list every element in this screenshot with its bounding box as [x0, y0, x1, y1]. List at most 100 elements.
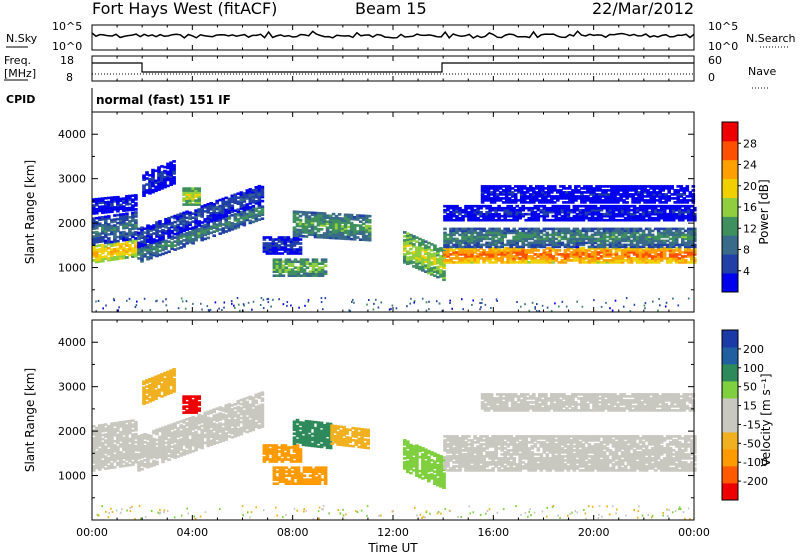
- power-cell: [578, 229, 583, 233]
- power-cell: [682, 201, 687, 204]
- power-cell: [152, 238, 156, 241]
- power-cell: [122, 197, 126, 200]
- power-cell: [509, 255, 513, 258]
- power-cell: [587, 204, 592, 208]
- velocity-cell: [182, 425, 186, 428]
- power-cell: [625, 197, 629, 200]
- power-cell: [557, 218, 562, 222]
- power-cell: [497, 259, 501, 262]
- velocity-cell: [95, 446, 99, 450]
- power-cell: [562, 193, 566, 196]
- power-noise-cell: [472, 299, 474, 302]
- power-cell: [242, 206, 247, 209]
- power-cell: [581, 218, 586, 222]
- power-cell: [563, 251, 568, 254]
- power-cell: [230, 206, 235, 210]
- velocity-cell: [164, 437, 168, 441]
- power-cell: [614, 261, 619, 264]
- power-cell: [668, 251, 673, 254]
- power-cell: [464, 227, 468, 231]
- power-cell: [151, 178, 155, 182]
- power-cell: [415, 248, 419, 251]
- power-cell: [536, 259, 541, 262]
- velocity-cell: [206, 432, 210, 436]
- power-cell: [599, 255, 604, 258]
- power-cell: [530, 241, 535, 245]
- power-cell: [495, 193, 500, 196]
- power-cell: [191, 216, 195, 219]
- power-cell: [524, 259, 528, 262]
- power-cell: [280, 252, 285, 255]
- power-cell: [179, 218, 183, 222]
- power-cell: [596, 229, 601, 233]
- power-cell: [541, 197, 545, 200]
- power-cell: [503, 247, 507, 250]
- power-cell: [299, 268, 304, 271]
- velocity-cell: [191, 443, 195, 447]
- power-cell: [430, 263, 434, 266]
- velocity-cell: [110, 458, 114, 461]
- power-cell: [497, 245, 501, 249]
- power-cell: [569, 233, 574, 237]
- power-cell: [681, 204, 685, 208]
- power-cell: [260, 213, 265, 216]
- power-cell: [532, 201, 536, 204]
- power-cell: [218, 210, 222, 214]
- power-cell: [593, 212, 598, 216]
- power-cell: [227, 207, 232, 211]
- power-cell: [562, 195, 566, 198]
- power-cell: [554, 204, 559, 208]
- power-cell: [302, 274, 307, 277]
- power-cell: [95, 199, 99, 203]
- power-cell: [650, 239, 655, 243]
- power-cell: [331, 218, 336, 222]
- power-cell: [203, 220, 207, 223]
- power-cell: [566, 239, 571, 243]
- power-cell: [538, 185, 542, 188]
- power-cell: [580, 199, 584, 202]
- velocity-cell: [98, 462, 102, 465]
- power-cell: [595, 195, 599, 198]
- power-noise-cell: [230, 300, 233, 303]
- power-cell: [107, 223, 111, 226]
- power-cell: [482, 212, 486, 216]
- power-cell: [95, 220, 99, 224]
- power-cell: [104, 257, 108, 260]
- power-cell: [134, 204, 138, 207]
- power-cell: [482, 243, 486, 247]
- power-cell: [155, 252, 159, 256]
- power-cell: [486, 185, 491, 188]
- power-cell: [638, 245, 643, 249]
- power-noise-cell: [348, 309, 351, 312]
- power-noise-cell: [322, 308, 324, 311]
- power-cell: [128, 196, 132, 200]
- power-cell: [569, 239, 574, 243]
- power-cell: [589, 187, 593, 190]
- power-cell: [629, 249, 634, 252]
- velocity-cell: [143, 441, 147, 444]
- power-cell: [554, 241, 559, 245]
- velocity-cell: [194, 438, 198, 442]
- power-cell: [476, 218, 480, 222]
- power-cell: [677, 247, 682, 250]
- power-cell: [491, 218, 495, 222]
- power-noise-cell: [377, 306, 380, 309]
- power-cell: [476, 259, 480, 262]
- power-cell: [659, 208, 664, 212]
- power-cell: [488, 243, 492, 247]
- power-cell: [608, 229, 613, 233]
- power-cell: [212, 208, 216, 212]
- power-noise-cell: [156, 299, 158, 302]
- power-cell: [533, 261, 538, 264]
- power-cell: [113, 238, 117, 241]
- power-cell: [566, 237, 571, 241]
- power-cell: [544, 191, 548, 194]
- power-cell: [581, 210, 586, 214]
- power-cell: [581, 259, 586, 262]
- power-cell: [488, 249, 492, 252]
- power-noise-cell: [272, 298, 274, 301]
- power-cell: [197, 187, 201, 190]
- power-cell: [364, 234, 369, 238]
- power-cell: [495, 197, 500, 200]
- power-cell: [635, 237, 640, 241]
